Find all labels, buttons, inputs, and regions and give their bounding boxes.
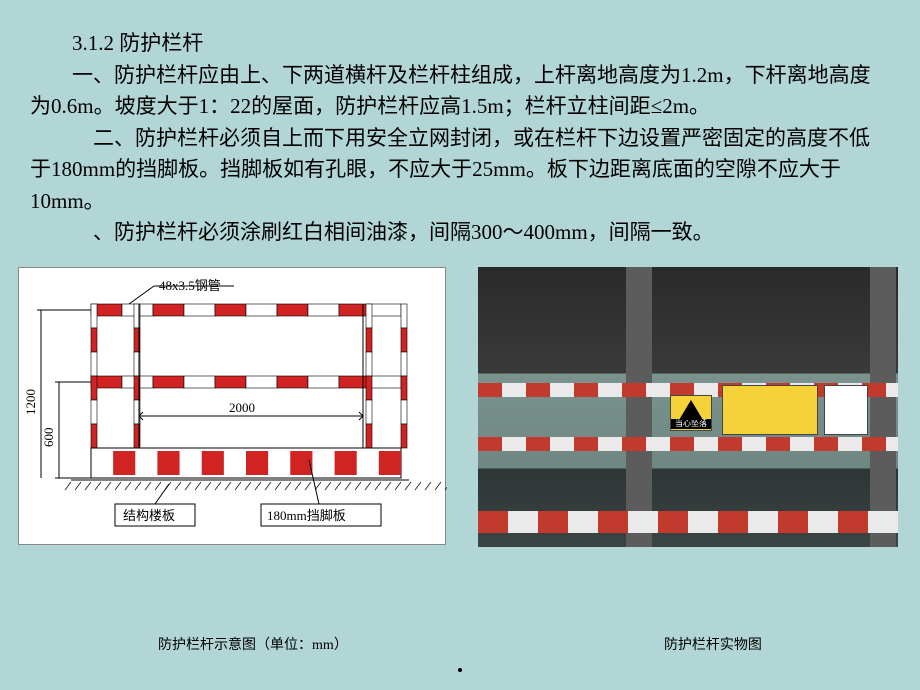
svg-text:180mm挡脚板: 180mm挡脚板 (267, 508, 346, 523)
svg-text:1200: 1200 (23, 389, 38, 415)
photo-column-0 (626, 267, 652, 547)
schematic-svg: 48x3.5钢管20006001200结构楼板180mm挡脚板 (19, 268, 447, 546)
warning-sign-2 (722, 385, 818, 435)
caption-photo: 防护栏杆实物图 (664, 635, 762, 656)
photo-column-1 (870, 267, 896, 547)
page-dot (458, 668, 462, 672)
caption-schematic: 防护栏杆示意图（单位：mm） (158, 635, 348, 656)
warning-sign-1: 当心坠落 (670, 395, 712, 431)
svg-text:结构楼板: 结构楼板 (123, 508, 175, 523)
svg-text:2000: 2000 (229, 400, 255, 415)
warning-sign-3 (824, 385, 868, 435)
text-block: 3.1.2 防护栏杆 一、防护栏杆应由上、下两道横杆及栏杆柱组成，上杆离地高度为… (0, 0, 920, 259)
paragraph-2: 二、防护栏杆必须自上而下用安全立网封闭，或在栏杆下边设置严密固定的高度不低于18… (30, 123, 890, 218)
photo-kickboard (478, 511, 898, 533)
paragraph-1: 一、防护栏杆应由上、下两道横杆及栏杆柱组成，上杆离地高度为1.2m，下杆离地高度… (30, 60, 890, 123)
svg-text:600: 600 (41, 427, 56, 447)
schematic-diagram: 48x3.5钢管20006001200结构楼板180mm挡脚板 (18, 267, 446, 545)
section-heading: 3.1.2 防护栏杆 (30, 28, 890, 60)
figure-captions: 防护栏杆示意图（单位：mm） 防护栏杆实物图 (0, 635, 920, 656)
paragraph-3: 、防护栏杆必须涂刷红白相间油漆，间隔300～400mm，间隔一致。 (30, 217, 890, 249)
site-photo: 当心坠落 (478, 267, 898, 547)
figures-row: 48x3.5钢管20006001200结构楼板180mm挡脚板 当心坠落 (0, 259, 920, 547)
